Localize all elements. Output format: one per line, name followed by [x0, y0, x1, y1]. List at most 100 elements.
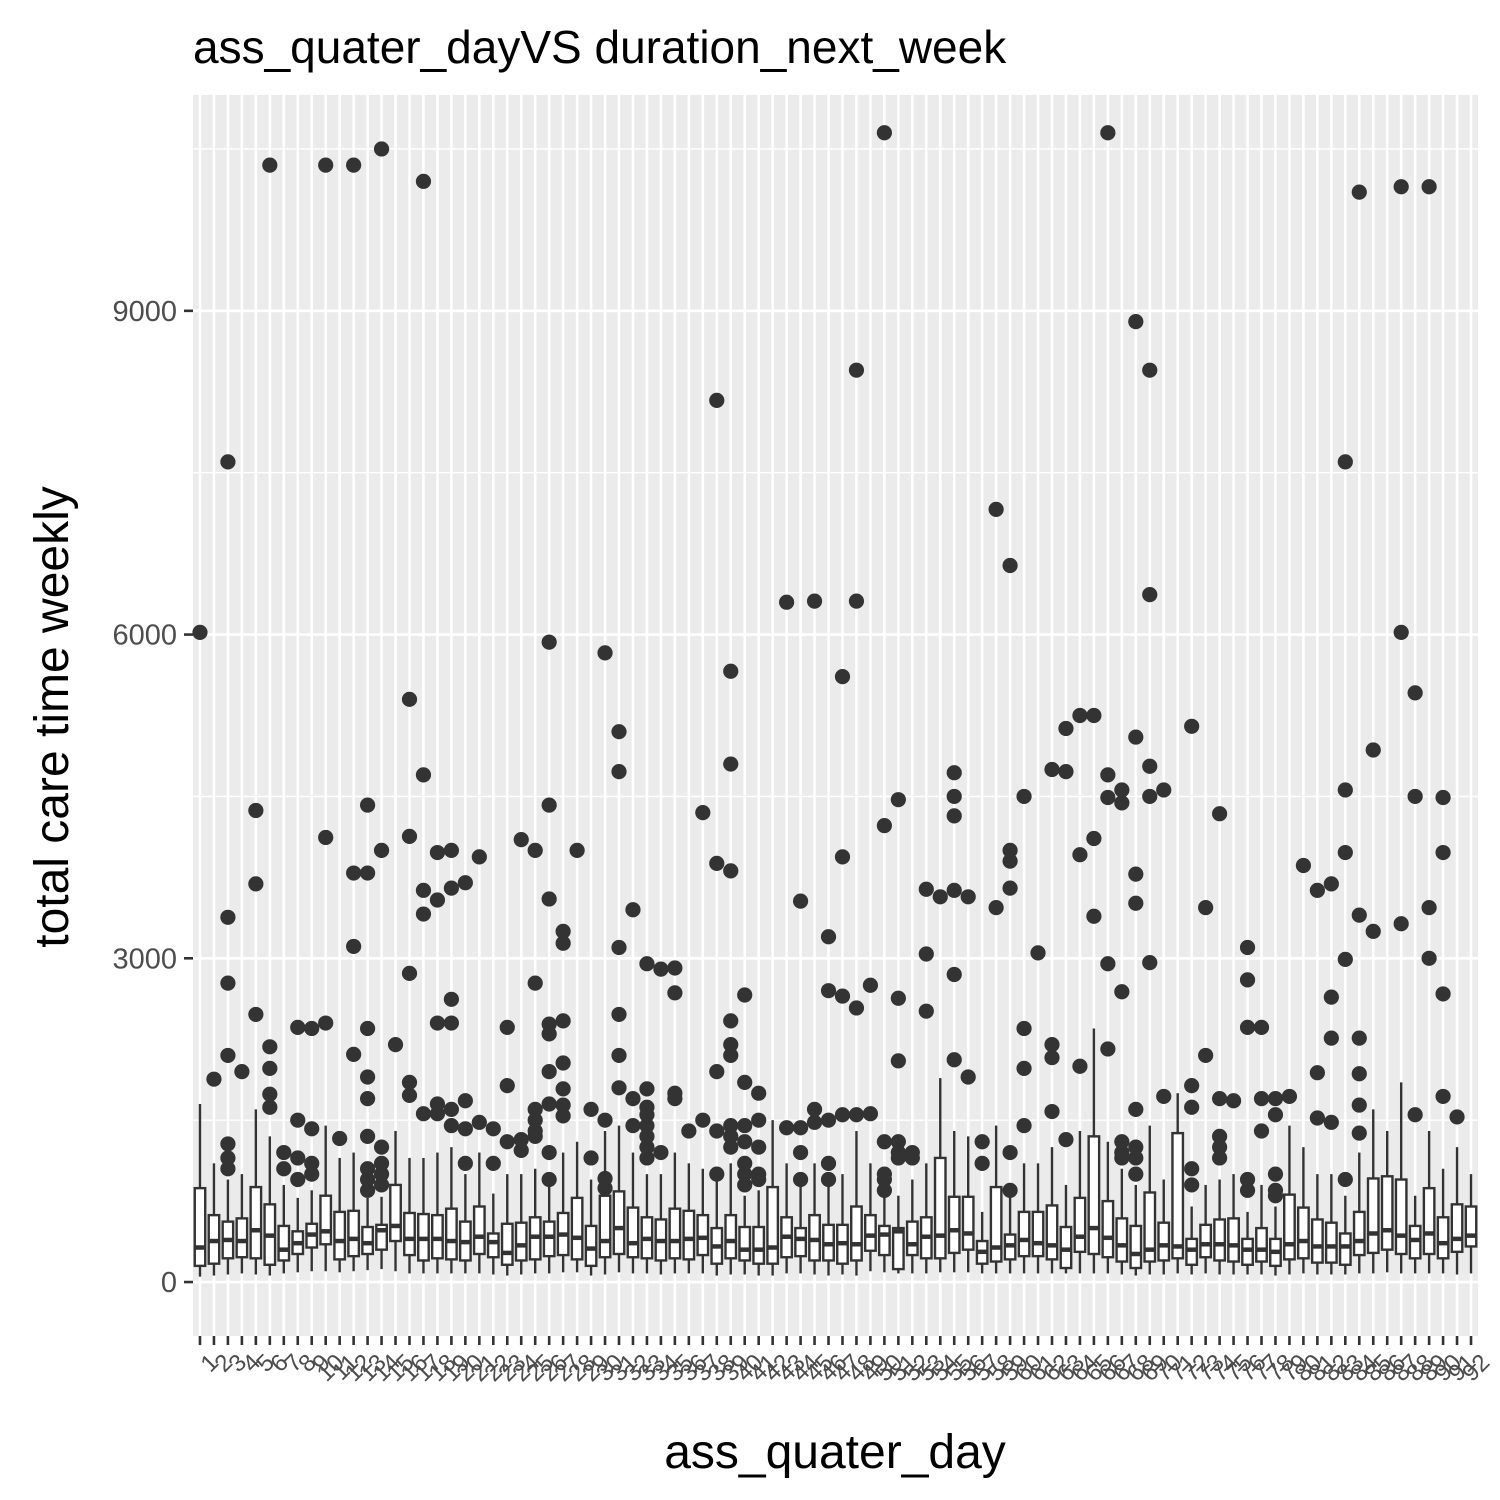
- box-10: [318, 157, 334, 1272]
- outlier-point: [443, 880, 459, 896]
- outlier-point: [1198, 899, 1214, 916]
- outlier-point: [723, 1139, 739, 1155]
- y-axis: 0 3000 6000 9000: [112, 296, 193, 1299]
- outlier-point: [737, 987, 753, 1003]
- outlier-point: [611, 939, 627, 956]
- box-4: [234, 1064, 250, 1274]
- outlier-point: [848, 593, 865, 609]
- outlier-point: [946, 1052, 962, 1068]
- outlier-point: [820, 1155, 837, 1171]
- box-iqr: [682, 1209, 696, 1261]
- outlier-point: [876, 1134, 892, 1150]
- box-17: [415, 173, 432, 1274]
- outlier-point: [569, 842, 585, 858]
- outlier-point: [1239, 1182, 1256, 1198]
- outlier-point: [318, 829, 334, 846]
- outlier-point: [359, 1161, 376, 1177]
- outlier-point: [443, 1101, 459, 1117]
- outlier-point: [415, 1106, 432, 1122]
- outlier-point: [457, 1121, 473, 1137]
- box-7: [276, 1144, 292, 1274]
- box-67: [1114, 782, 1130, 1275]
- outlier-point: [611, 1006, 627, 1023]
- outlier-point: [639, 1139, 655, 1155]
- outlier-point: [792, 1144, 809, 1161]
- outlier-point: [737, 1166, 753, 1182]
- box-32: [625, 902, 641, 1274]
- box-39: [723, 663, 739, 1275]
- outlier-point: [723, 1037, 739, 1053]
- outlier-point: [1128, 1139, 1144, 1155]
- outlier-point: [457, 1155, 473, 1171]
- outlier-point: [709, 855, 725, 871]
- outlier-point: [820, 929, 837, 945]
- box-64: [1072, 707, 1088, 1274]
- box-73: [1198, 899, 1214, 1274]
- outlier-point: [1156, 782, 1172, 798]
- outlier-point: [1184, 1078, 1200, 1094]
- outlier-point: [1267, 1090, 1284, 1107]
- outlier-point: [737, 1177, 753, 1193]
- outlier-point: [1100, 956, 1116, 972]
- box-61: [1030, 945, 1046, 1274]
- outlier-point: [751, 1166, 767, 1182]
- outlier-point: [1323, 989, 1339, 1005]
- outlier-point: [248, 1006, 264, 1023]
- outlier-point: [499, 1019, 515, 1035]
- outlier-point: [1212, 806, 1228, 822]
- outlier-point: [387, 1037, 404, 1053]
- boxes: [192, 125, 1478, 1277]
- outlier-point: [1239, 972, 1256, 988]
- outlier-point: [723, 1013, 739, 1029]
- box-48: [848, 362, 865, 1276]
- outlier-point: [1421, 899, 1437, 916]
- box-43: [779, 594, 795, 1274]
- outlier-point: [988, 899, 1004, 916]
- box-iqr: [1310, 1218, 1324, 1264]
- outlier-point: [415, 906, 432, 922]
- outlier-point: [667, 1085, 683, 1101]
- outlier-point: [1142, 758, 1158, 774]
- box-38: [709, 392, 725, 1276]
- box-68: [1128, 314, 1144, 1276]
- outlier-point: [541, 1096, 557, 1112]
- box-9: [304, 1020, 320, 1272]
- box-58: [988, 501, 1004, 1274]
- box-12: [346, 157, 362, 1272]
- box-iqr: [1436, 1216, 1450, 1260]
- outlier-point: [1351, 1030, 1367, 1046]
- outlier-point: [751, 1085, 767, 1101]
- box-iqr: [933, 1156, 947, 1260]
- outlier-point: [429, 1015, 446, 1031]
- outlier-point: [290, 1019, 306, 1035]
- outlier-point: [820, 1171, 837, 1188]
- box-iqr: [319, 1194, 333, 1246]
- box-70: [1156, 782, 1172, 1275]
- box-iqr: [1017, 1210, 1031, 1258]
- outlier-point: [346, 938, 362, 955]
- outlier-point: [1323, 1114, 1339, 1130]
- box-iqr: [500, 1222, 514, 1266]
- box-33: [639, 956, 655, 1274]
- box-iqr: [850, 1205, 863, 1262]
- box-90: [1435, 789, 1451, 1274]
- outlier-point: [1309, 1065, 1325, 1081]
- outlier-point: [876, 817, 892, 834]
- outlier-point: [1016, 1020, 1032, 1037]
- outlier-point: [1184, 1161, 1200, 1177]
- outlier-point: [709, 1064, 725, 1080]
- outlier-point: [262, 1099, 278, 1115]
- outlier-point: [220, 909, 236, 925]
- outlier-point: [415, 882, 432, 898]
- outlier-point: [513, 1142, 529, 1158]
- outlier-point: [471, 849, 487, 865]
- outlier-point: [220, 1136, 236, 1152]
- box-62: [1044, 761, 1060, 1274]
- outlier-point: [485, 1155, 501, 1171]
- outlier-point: [1267, 1182, 1284, 1198]
- outlier-point: [639, 1099, 655, 1115]
- box-27: [555, 923, 571, 1273]
- outlier-point: [1337, 951, 1353, 967]
- outlier-point: [1114, 1144, 1130, 1161]
- outlier-point: [1100, 789, 1116, 806]
